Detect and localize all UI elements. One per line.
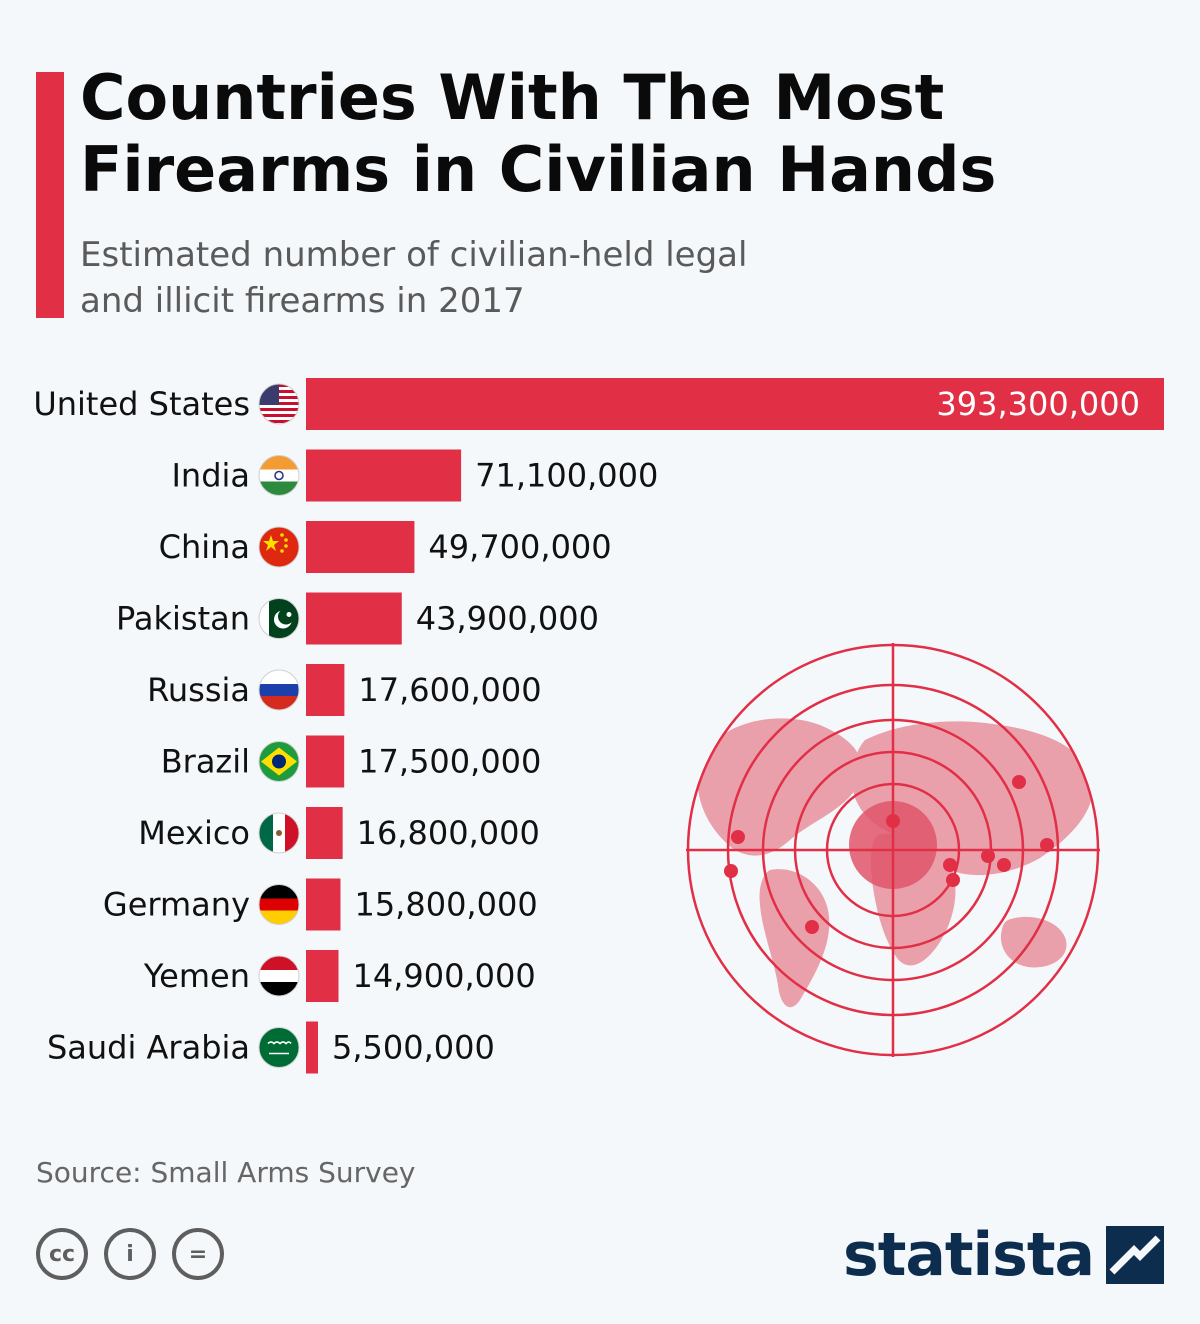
value-label: 17,500,000 bbox=[358, 743, 541, 781]
brand[interactable]: statista bbox=[843, 1220, 1164, 1290]
flag-germany-icon bbox=[259, 884, 299, 925]
bar bbox=[306, 521, 415, 573]
value-label: 15,800,000 bbox=[354, 886, 537, 924]
category-label: Pakistan bbox=[116, 600, 250, 638]
flag-india-icon bbox=[259, 455, 299, 496]
category-label: United States bbox=[33, 385, 250, 423]
category-label: Germany bbox=[103, 886, 250, 924]
source-note: Source: Small Arms Survey bbox=[36, 1156, 416, 1189]
flag-border bbox=[258, 955, 300, 997]
brand-name: statista bbox=[842, 1220, 1095, 1290]
flag-yemen-icon bbox=[259, 956, 299, 996]
chart-subtitle: Estimated number of civilian-held legal … bbox=[80, 232, 980, 324]
bar bbox=[306, 592, 402, 645]
subtitle-line-1: Estimated number of civilian-held legal bbox=[80, 235, 748, 275]
title-line-1: Countries With The Most bbox=[80, 61, 945, 134]
chart-title: Countries With The Most Firearms in Civi… bbox=[80, 62, 1160, 206]
flag-russia-icon bbox=[259, 670, 299, 710]
attribution-icon[interactable]: i bbox=[104, 1228, 156, 1280]
category-label: Yemen bbox=[143, 957, 250, 995]
bar bbox=[306, 378, 1164, 430]
bar bbox=[306, 449, 462, 502]
value-label: 49,700,000 bbox=[428, 528, 611, 566]
category-label: Brazil bbox=[161, 743, 250, 781]
value-label: 393,300,000 bbox=[936, 385, 1140, 423]
category-label: Mexico bbox=[138, 814, 250, 852]
flag-china-icon bbox=[259, 527, 299, 567]
flag-pakistan-icon bbox=[259, 598, 299, 639]
flag-border bbox=[258, 812, 300, 854]
bars-layer: United States 393,300,000 India 71,100,00… bbox=[33, 378, 1164, 1074]
flag-saudi-arabia-icon bbox=[259, 1027, 299, 1068]
flag-border bbox=[258, 383, 300, 425]
flag-border bbox=[258, 455, 300, 496]
flag-border bbox=[258, 669, 300, 711]
flag-border bbox=[258, 598, 300, 639]
world-map-crosshair-icon bbox=[686, 643, 1100, 1057]
flag-border bbox=[258, 884, 300, 925]
bar bbox=[306, 1021, 318, 1074]
cc-icon[interactable]: cc bbox=[36, 1228, 88, 1280]
value-label: 43,900,000 bbox=[416, 600, 599, 638]
no-derivatives-icon[interactable]: = bbox=[172, 1228, 224, 1280]
statista-logo-icon bbox=[1106, 1226, 1164, 1284]
category-label: Saudi Arabia bbox=[47, 1029, 250, 1067]
category-label: India bbox=[171, 457, 250, 495]
title-line-2: Firearms in Civilian Hands bbox=[80, 133, 997, 206]
flag-brazil-icon bbox=[259, 741, 299, 782]
category-label: China bbox=[159, 528, 250, 566]
bar bbox=[306, 950, 339, 1002]
value-label: 71,100,000 bbox=[475, 457, 658, 495]
bar bbox=[306, 735, 345, 788]
flag-mexico-icon bbox=[259, 813, 299, 853]
subtitle-line-2: and illicit firearms in 2017 bbox=[80, 281, 525, 321]
value-label: 17,600,000 bbox=[358, 671, 541, 709]
category-label: Russia bbox=[147, 671, 250, 709]
value-label: 16,800,000 bbox=[357, 814, 540, 852]
flag-border bbox=[258, 1027, 300, 1068]
flag-border bbox=[258, 741, 300, 782]
bar bbox=[306, 664, 345, 716]
flag-border bbox=[258, 526, 300, 568]
bar bbox=[306, 807, 343, 859]
title-accent-bar bbox=[36, 72, 64, 318]
license-icons: cc i = bbox=[36, 1228, 224, 1280]
bar-chart: United States 393,300,000 India 71,100,00… bbox=[33, 378, 1164, 1074]
value-label: 5,500,000 bbox=[332, 1029, 495, 1067]
value-label: 14,900,000 bbox=[353, 957, 536, 995]
bar bbox=[306, 878, 341, 931]
flag-usa-icon bbox=[259, 384, 299, 424]
